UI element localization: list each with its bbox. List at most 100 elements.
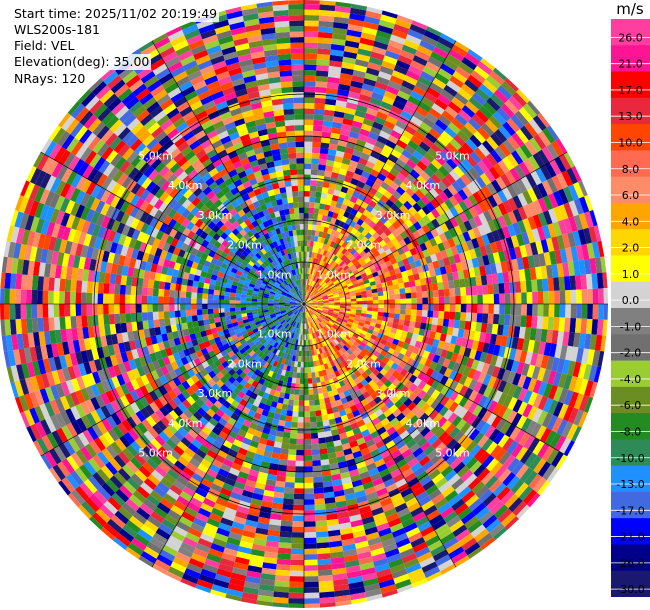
ppi-cell: [271, 317, 278, 322]
ppi-cell: [404, 314, 411, 321]
ppi-cell: [111, 492, 126, 507]
ppi-cell: [11, 334, 19, 351]
ppi-cell: [53, 304, 60, 318]
ppi-cell: [281, 509, 294, 516]
ppi-cell: [306, 317, 309, 324]
ppi-cell: [593, 366, 602, 383]
ppi-cell: [293, 493, 304, 500]
ppi-cell: [260, 359, 267, 367]
ppi-cell: [323, 491, 335, 499]
ppi-cell: [196, 578, 213, 590]
ppi-cell: [270, 269, 277, 275]
ppi-cell: [261, 347, 268, 354]
ppi-cell: [262, 562, 277, 570]
ppi-cell: [215, 497, 229, 508]
ppi-cell: [140, 44, 157, 58]
ppi-cell: [413, 432, 424, 444]
ppi-cell: [91, 371, 101, 384]
ppi-cell: [399, 314, 406, 320]
ppi-cell: [170, 361, 179, 371]
ppi-cell: [214, 280, 222, 287]
ppi-cell: [222, 140, 234, 150]
ppi-cell: [244, 266, 251, 273]
ppi-cell: [304, 97, 315, 104]
ppi-cell: [340, 373, 347, 381]
ppi-cell: [261, 331, 268, 338]
ppi-cell: [174, 290, 181, 298]
ppi-cell: [457, 433, 469, 446]
ppi-cell: [54, 195, 66, 211]
ppi-cell: [212, 332, 220, 339]
ppi-cell: [510, 478, 525, 494]
ppi-cell: [246, 474, 258, 483]
ppi-cell: [304, 405, 310, 412]
ppi-cell: [306, 323, 308, 329]
ppi-cell: [58, 112, 71, 128]
ppi-cell: [263, 293, 270, 297]
ppi-cell: [213, 299, 219, 304]
ppi-cell: [129, 515, 144, 529]
ppi-cell: [129, 390, 140, 402]
ppi-cell: [529, 327, 537, 341]
ppi-cell: [400, 385, 409, 395]
ppi-cell: [173, 525, 188, 537]
ppi-cell: [84, 443, 97, 458]
ppi-cell: [144, 214, 154, 226]
ppi-cell: [273, 306, 280, 309]
ppi-cell: [500, 357, 509, 370]
ppi-cell: [165, 235, 174, 245]
ppi-cell: [476, 313, 483, 323]
ppi-cell: [130, 285, 137, 296]
ppi-cell: [372, 376, 381, 384]
ppi-cell: [267, 394, 275, 402]
ppi-cell: [240, 357, 248, 365]
ppi-cell: [323, 306, 329, 308]
ppi-cell: [109, 354, 119, 367]
ppi-cell: [175, 181, 186, 192]
ppi-cell: [306, 304, 313, 306]
ppi-cell: [163, 473, 177, 485]
ppi-cell: [194, 269, 202, 277]
ppi-cell: [72, 158, 85, 174]
ppi-cell: [237, 282, 244, 288]
ppi-cell: [80, 350, 89, 364]
ppi-cell: [181, 322, 189, 330]
ppi-cell: [516, 361, 525, 375]
ppi-cell: [455, 418, 467, 431]
ppi-cell: [362, 390, 371, 399]
ppi-cell: [254, 261, 261, 268]
ppi-cell: [168, 260, 176, 270]
ppi-cell: [271, 372, 278, 379]
ppi-cell: [304, 427, 311, 434]
ppi-cell: [221, 360, 230, 369]
ppi-cell: [336, 505, 349, 514]
ppi-cell: [494, 448, 507, 462]
ppi-cell: [262, 301, 269, 304]
ppi-cell: [147, 295, 153, 304]
ppi-cell: [291, 326, 296, 333]
ppi-cell: [314, 404, 321, 411]
ppi-cell: [112, 537, 128, 550]
ppi-cell: [97, 293, 104, 304]
ppi-cell: [443, 537, 459, 550]
ppi-cell: [486, 364, 496, 377]
ppi-cell: [325, 368, 331, 375]
ppi-cell: [235, 300, 241, 304]
ppi-cell: [203, 390, 213, 400]
ppi-cell: [164, 225, 173, 236]
ppi-cell: [346, 412, 355, 420]
ppi-cell: [332, 313, 339, 317]
ppi-cell: [113, 122, 127, 137]
ppi-cell: [108, 293, 115, 304]
ppi-cell: [537, 461, 551, 478]
ppi-cell: [305, 323, 307, 329]
ppi-cell: [209, 134, 221, 145]
ppi-cell: [279, 305, 285, 307]
ppi-cell: [362, 577, 379, 587]
ppi-cell: [261, 455, 272, 463]
ppi-cell: [35, 374, 45, 390]
ppi-cell: [203, 340, 211, 348]
ppi-cell: [337, 326, 344, 332]
ppi-cell: [371, 344, 379, 351]
ppi-cell: [288, 354, 294, 361]
